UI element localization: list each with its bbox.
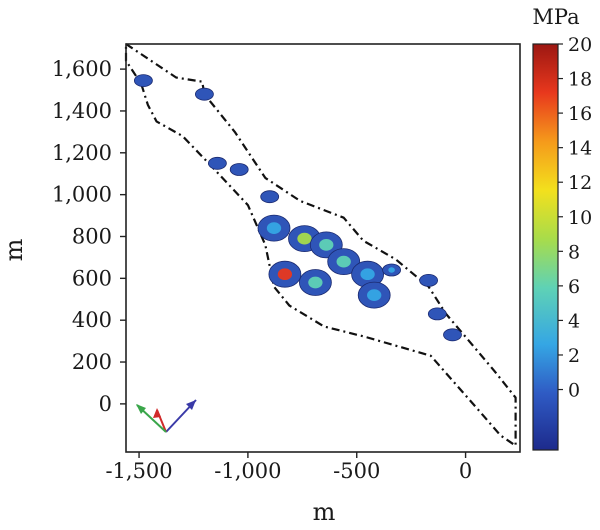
y-tick-label: 600 [72,266,112,290]
colorbar-tick-label: 0 [568,380,580,402]
stress-patch-core-6 [297,232,312,245]
colorbar-unit: MPa [532,5,579,29]
y-tick-label: 1,200 [52,141,112,165]
y-axis-title: m [0,238,28,261]
plot-layer [124,42,517,447]
stress-patch-1 [194,87,214,101]
stress-patch-core-7 [319,239,334,251]
y-tick-label: 1,000 [52,183,112,207]
x-axis-title: m [313,498,336,526]
colorbar-tick-label: 2 [568,345,580,367]
x-axis-ticks: -1,500 -1,000 -500 0 [105,452,472,483]
colorbar-gradient [532,43,559,451]
stress-patch-core-10 [308,276,323,289]
stress-patch-2 [207,156,227,170]
stress-patch-15 [427,307,447,321]
y-tick-label: 1,400 [52,99,112,123]
stress-patch-0 [133,74,153,87]
colorbar-tick-label: 16 [568,103,592,125]
colorbar-tick-label: 6 [568,276,580,298]
boundary-outline [124,42,517,447]
x-tick-label: -1,000 [214,459,281,483]
x-tick-label: -1,500 [105,459,172,483]
stress-patch-3 [229,163,249,176]
stress-patch-core-11 [360,268,375,281]
colorbar-tick-label: 20 [568,34,592,56]
y-tick-label: 1,600 [52,57,112,81]
colorbar-tick-label: 4 [568,310,580,332]
colorbar-tick-label: 12 [568,172,592,194]
triad-z-head [136,404,146,414]
y-tick-label: 800 [72,224,112,248]
stress-patch-core-8 [336,255,351,268]
colorbar-tick-label: 10 [568,207,592,229]
orientation-triad [136,399,197,433]
triad-y-head [153,408,161,418]
stress-patch-16 [443,328,462,342]
colorbar-tick-label: 14 [568,138,592,160]
y-tick-label: 200 [72,350,112,374]
triad-x-head [186,400,196,410]
colorbar-tick-label: 18 [568,69,592,91]
y-tick-label: 400 [72,308,112,332]
y-tick-label: 0 [99,392,112,416]
plot-frame [125,43,521,453]
x-tick-label: -500 [333,459,380,483]
stress-patch-14 [419,273,439,287]
stress-patch-core-13 [388,267,395,273]
colorbar-tick-label: 8 [568,241,580,263]
y-axis-ticks: 0 200 400 600 800 1,000 1,200 1,400 1,600 [52,57,126,416]
stress-patch-4 [260,190,280,204]
stress-patch-core-9 [277,268,293,281]
x-tick-label: 0 [459,459,472,483]
stress-patch-core-5 [266,222,282,234]
stress-patch-core-12 [367,289,382,301]
